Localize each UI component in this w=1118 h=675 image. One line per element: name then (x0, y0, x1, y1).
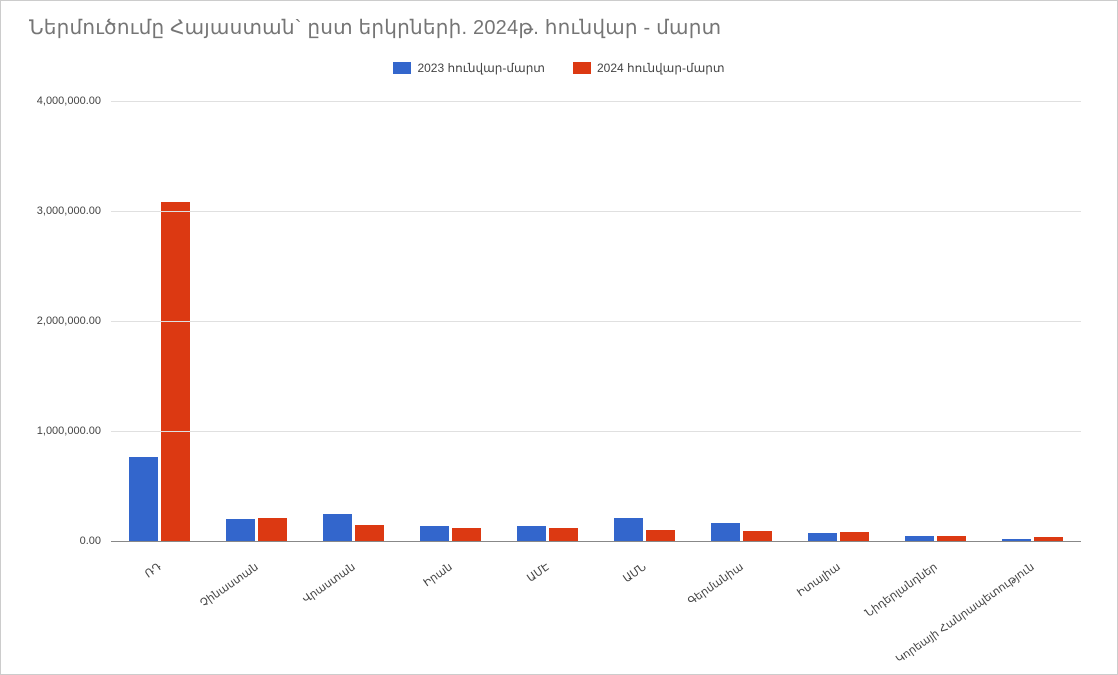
legend-item-2024: 2024 հունվար-մարտ (573, 61, 725, 75)
x-axis-line (111, 541, 1081, 542)
chart-container: Ներմուծումը Հայաստան` ըստ երկրների. 2024… (0, 0, 1118, 675)
bar (711, 523, 739, 541)
bar (517, 526, 545, 541)
grid-line (111, 321, 1081, 322)
legend-swatch-2023 (393, 62, 411, 74)
legend-swatch-2024 (573, 62, 591, 74)
bar (420, 526, 448, 541)
x-tick-label: Չինաստան (197, 560, 260, 610)
x-tick-label: ԱՄՆ (620, 560, 648, 585)
x-tick-label: Իտալիա (794, 560, 842, 599)
x-tick-label: ԱՄԷ (524, 560, 551, 585)
x-tick-label: Գերմանիա (685, 560, 745, 608)
bar (614, 518, 642, 541)
x-axis-labels: ՌԴ Չինաստան Վրաստան Իրան ԱՄԷ ԱՄՆ Գերմանիա Իտալի… (111, 545, 1081, 665)
plot-area: 0.001,000,000.002,000,000.003,000,000.00… (111, 101, 1081, 541)
chart-legend: 2023 հունվար-մարտ 2024 հունվար-մարտ (1, 61, 1117, 75)
bar (743, 531, 771, 541)
bar (840, 532, 868, 541)
y-tick-label: 1,000,000.00 (37, 425, 111, 437)
grid-line (111, 211, 1081, 212)
y-tick-label: 3,000,000.00 (37, 205, 111, 217)
grid-line (111, 101, 1081, 102)
x-tick-label: ՌԴ (142, 560, 163, 580)
legend-item-2023: 2023 հունվար-մարտ (393, 61, 545, 75)
chart-title: Ներմուծումը Հայաստան` ըստ երկրների. 2024… (29, 15, 721, 40)
bar (323, 514, 351, 542)
x-tick-label: Նիդերլանդներ (862, 560, 939, 619)
bar (646, 530, 674, 541)
bar (258, 518, 286, 541)
bar (355, 525, 383, 542)
bar (808, 533, 836, 541)
legend-label-2024: 2024 հունվար-մարտ (597, 61, 725, 75)
legend-label-2023: 2023 հունվար-մարտ (417, 61, 545, 75)
y-tick-label: 2,000,000.00 (37, 315, 111, 327)
bar (549, 528, 577, 541)
bar (452, 528, 480, 541)
x-tick-label: Իրան (420, 560, 454, 589)
y-tick-label: 0.00 (80, 535, 111, 547)
bar (129, 457, 157, 541)
y-tick-label: 4,000,000.00 (37, 95, 111, 107)
grid-line (111, 431, 1081, 432)
bar (226, 519, 254, 541)
x-tick-label: Վրաստան (300, 560, 358, 606)
bar (161, 202, 189, 541)
